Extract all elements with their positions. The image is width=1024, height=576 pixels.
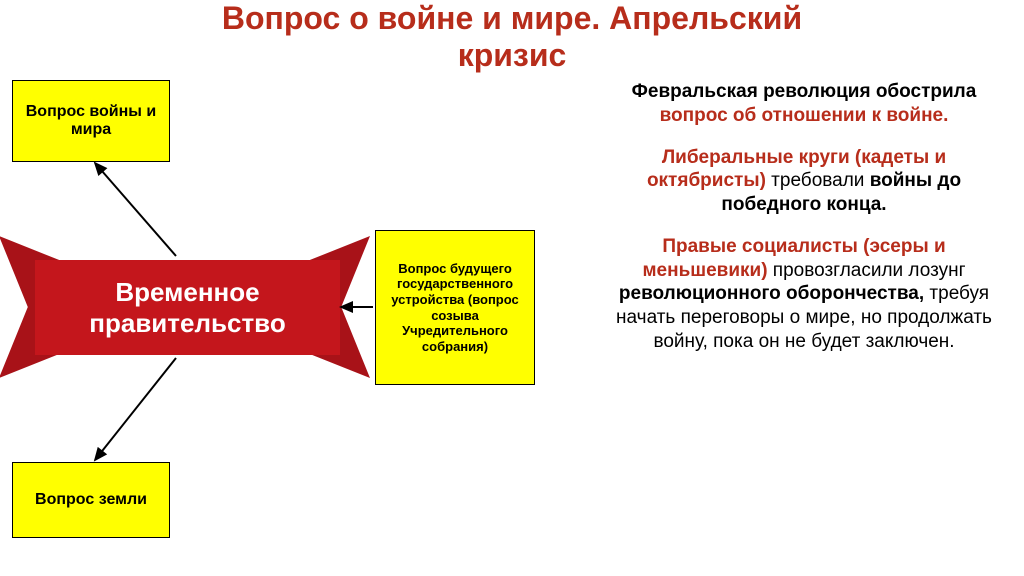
text-column: Февральская революция обострила вопрос о… <box>604 80 1004 372</box>
box-future-gov-label: Вопрос будущего государственного устройс… <box>380 261 530 355</box>
title-line1: Вопрос о войне и мире. Апрельский <box>222 0 802 36</box>
ribbon-label-1: Временное <box>115 277 259 307</box>
box-war-peace-label: Вопрос войны и мира <box>17 103 165 139</box>
page-title: Вопрос о войне и мире. Апрельский кризис <box>0 0 1024 74</box>
arrow-top <box>95 163 176 256</box>
box-land-label: Вопрос земли <box>35 491 147 509</box>
ribbon-label-2: правительство <box>89 308 285 338</box>
ribbon-label: Временное правительство <box>89 277 285 339</box>
p1-s1: Февральская революция обострила <box>632 81 977 102</box>
arrow-bottom <box>95 358 176 460</box>
title-line2: кризис <box>458 37 567 73</box>
para-2: Либеральные круги (кадеты и октябристы) … <box>604 146 1004 217</box>
box-land: Вопрос земли <box>12 462 170 538</box>
ribbon-center: Временное правительство <box>35 260 340 355</box>
p3-s3: революционного оборончества, <box>619 283 924 304</box>
p3-s2: провозгласили лозунг <box>768 260 966 281</box>
p1-s2: вопрос об отношении к войне. <box>660 105 949 126</box>
para-1: Февральская революция обострила вопрос о… <box>604 80 1004 128</box>
box-future-gov: Вопрос будущего государственного устройс… <box>375 230 535 385</box>
p2-s2: требовали <box>766 170 870 191</box>
box-war-peace: Вопрос войны и мира <box>12 80 170 162</box>
para-3: Правые социалисты (эсеры и меньшевики) п… <box>604 235 1004 354</box>
